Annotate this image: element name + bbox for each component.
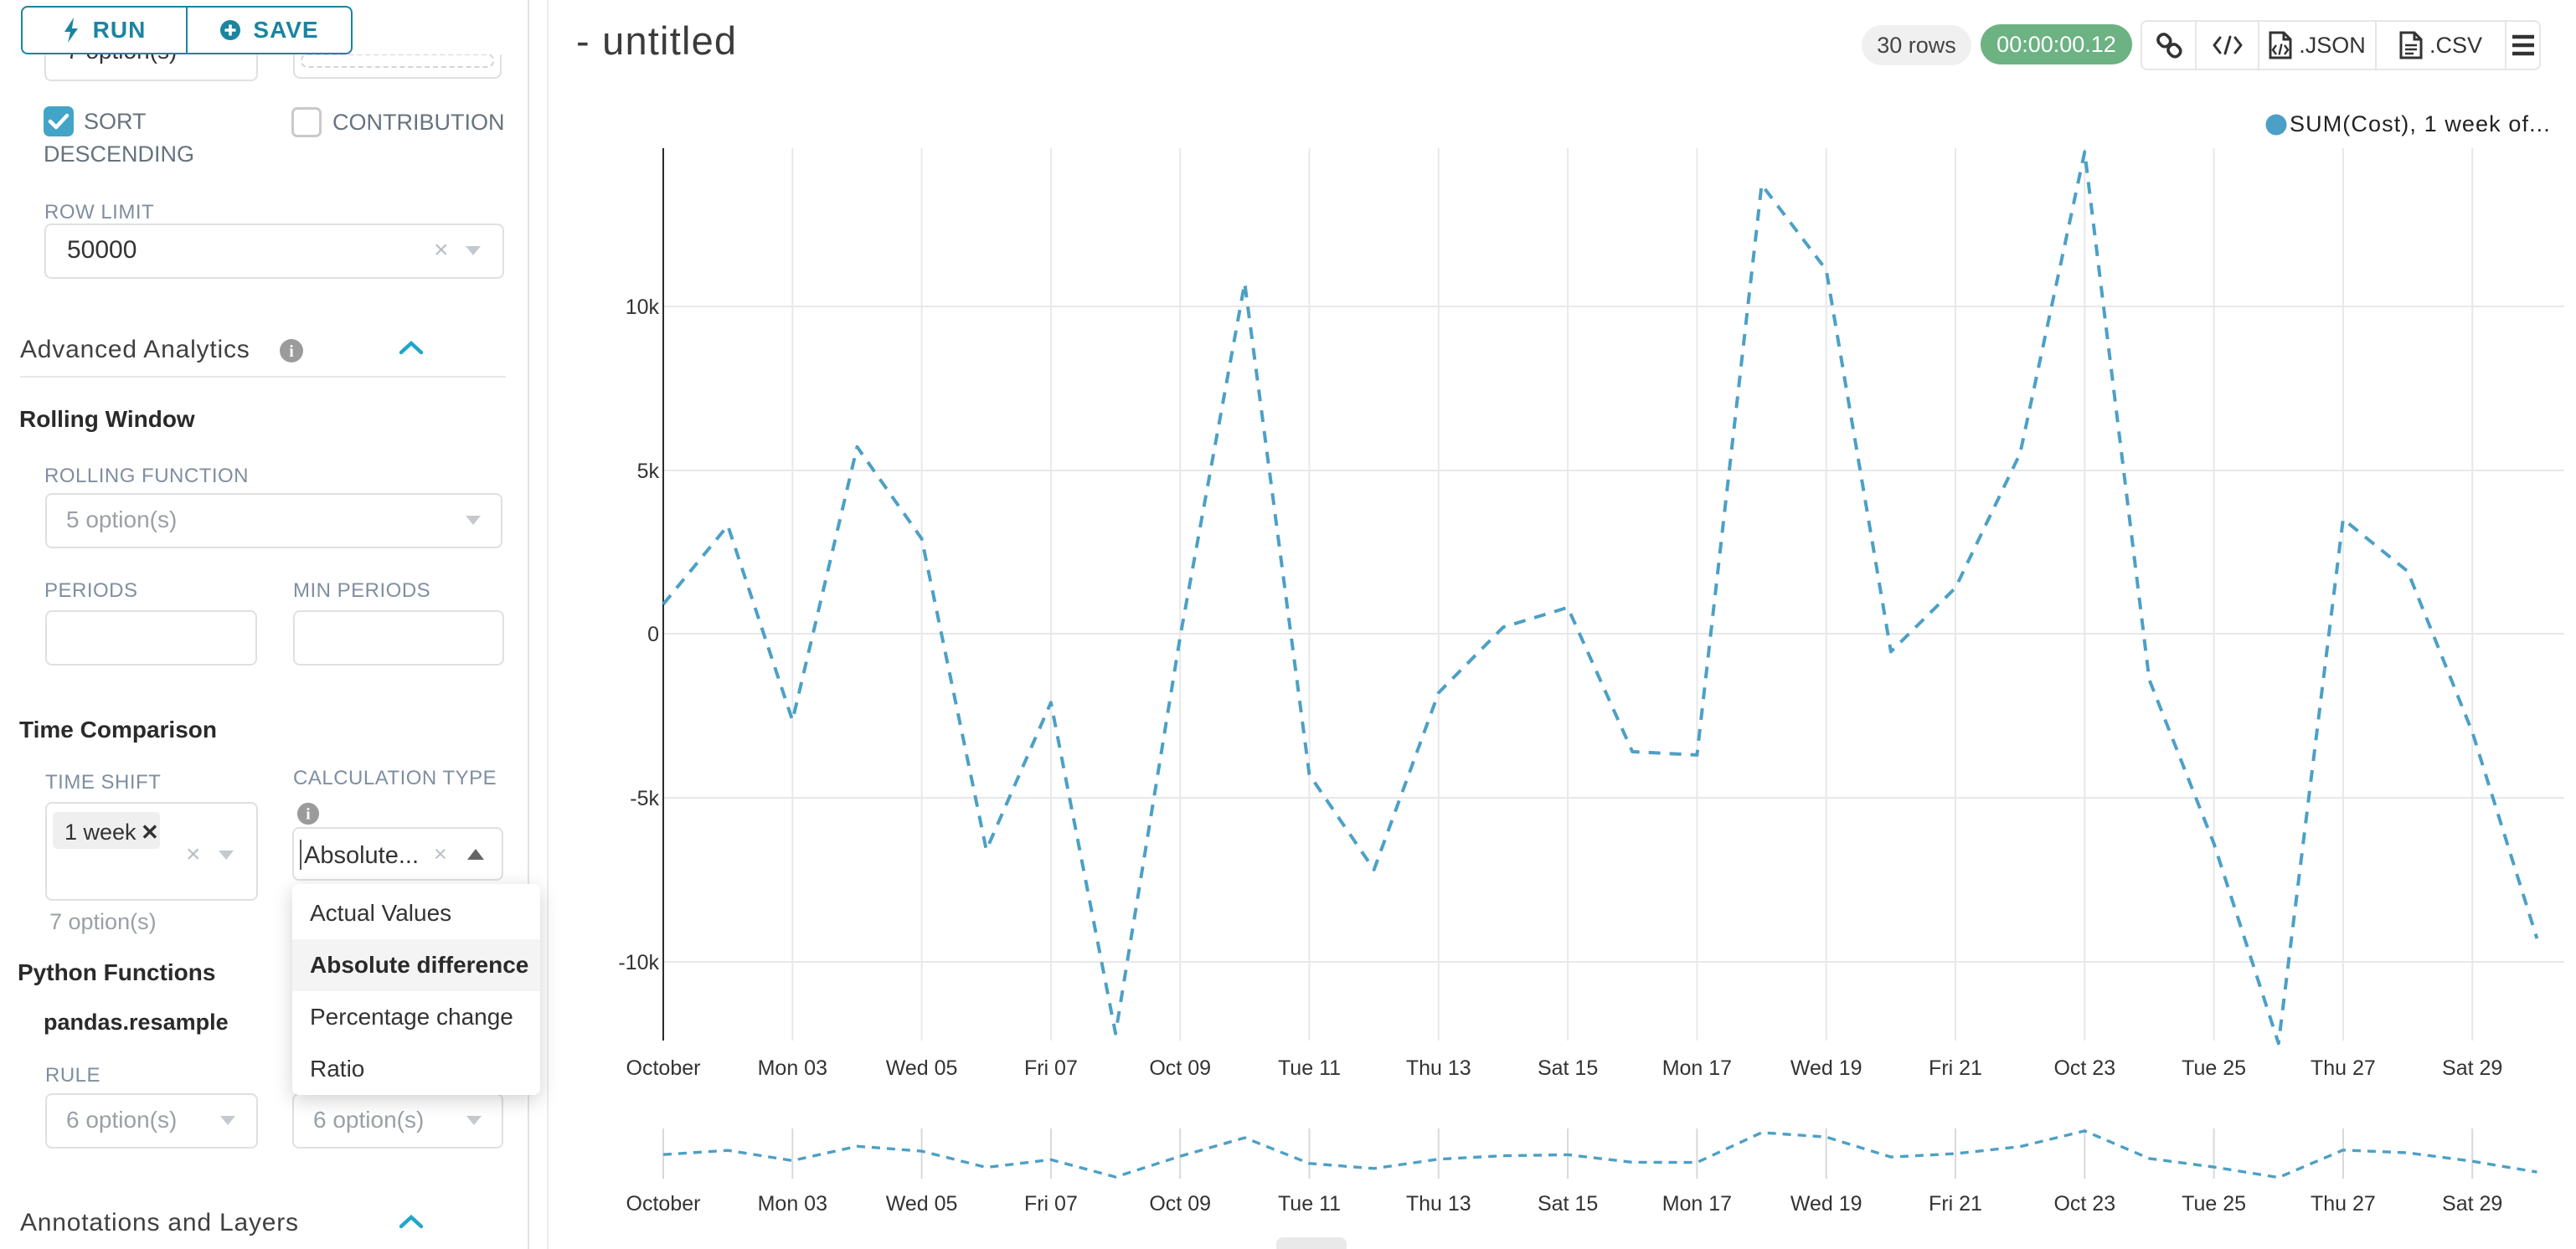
svg-text:Mon 03: Mon 03 — [758, 1056, 827, 1080]
svg-text:Mon 17: Mon 17 — [1662, 1192, 1732, 1216]
svg-text:Tue 25: Tue 25 — [2182, 1192, 2246, 1216]
svg-text:Thu 27: Thu 27 — [2311, 1192, 2376, 1216]
svg-text:Tue 11: Tue 11 — [1278, 1056, 1341, 1080]
svg-text:Mon 17: Mon 17 — [1662, 1056, 1732, 1080]
svg-text:Thu 27: Thu 27 — [2311, 1056, 2376, 1080]
svg-text:Oct 09: Oct 09 — [1149, 1192, 1211, 1216]
svg-text:i: i — [306, 806, 310, 824]
svg-text:Tue 25: Tue 25 — [2182, 1056, 2246, 1080]
svg-text:Fri 07: Fri 07 — [1024, 1192, 1078, 1216]
svg-text:Sat 29: Sat 29 — [2442, 1056, 2502, 1080]
svg-text:Sat 29: Sat 29 — [2442, 1192, 2502, 1216]
svg-text:Mon 03: Mon 03 — [758, 1192, 827, 1216]
svg-text:i: i — [289, 342, 294, 361]
svg-text:Oct 09: Oct 09 — [1149, 1056, 1211, 1080]
svg-text:Wed 19: Wed 19 — [1790, 1056, 1862, 1080]
svg-text:Oct 23: Oct 23 — [2053, 1192, 2115, 1216]
svg-text:Fri 07: Fri 07 — [1024, 1056, 1078, 1080]
svg-text:Sat 15: Sat 15 — [1538, 1056, 1598, 1080]
svg-text:Wed 19: Wed 19 — [1790, 1192, 1862, 1216]
svg-text:Fri 21: Fri 21 — [1929, 1192, 1982, 1216]
svg-text:Thu 13: Thu 13 — [1406, 1056, 1471, 1080]
svg-text:5k: 5k — [637, 460, 660, 483]
svg-text:-10k: -10k — [618, 951, 659, 974]
svg-text:Wed 05: Wed 05 — [886, 1192, 958, 1216]
svg-text:Thu 13: Thu 13 — [1406, 1192, 1471, 1216]
svg-text:October: October — [626, 1192, 701, 1216]
svg-text:Tue 11: Tue 11 — [1278, 1192, 1341, 1216]
svg-text:October: October — [626, 1056, 701, 1080]
svg-text:Oct 23: Oct 23 — [2053, 1056, 2115, 1080]
svg-text:-5k: -5k — [630, 787, 659, 810]
svg-text:Wed 05: Wed 05 — [886, 1056, 958, 1080]
svg-text:Sat 15: Sat 15 — [1538, 1192, 1598, 1216]
svg-text:Fri 21: Fri 21 — [1929, 1056, 1982, 1080]
svg-text:10k: 10k — [626, 296, 660, 319]
svg-text:0: 0 — [647, 623, 659, 646]
